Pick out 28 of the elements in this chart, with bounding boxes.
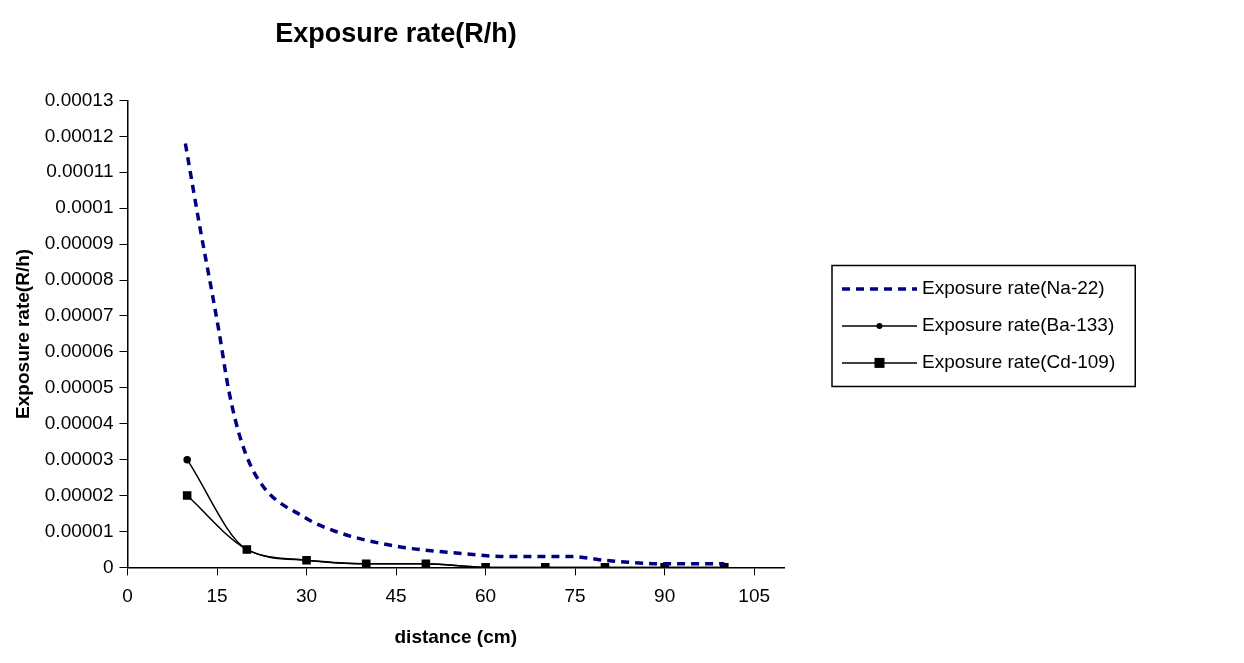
x-tick-label: 15 — [206, 585, 228, 607]
y-tick-label: 0.00006 — [44, 340, 114, 362]
x-tick-label: 105 — [738, 585, 771, 607]
x-tick-label: 0 — [122, 585, 133, 607]
y-tick-label: 0.00005 — [44, 376, 114, 398]
legend-label: Exposure rate(Cd-109) — [922, 351, 1116, 373]
y-tick-label: 0.00012 — [44, 124, 114, 146]
y-tick-label: 0.00009 — [44, 232, 114, 254]
x-tick-label: 60 — [475, 585, 497, 607]
x-tick-label: 75 — [564, 585, 586, 607]
legend-label: Exposure rate(Ba-133) — [922, 314, 1115, 336]
x-tick-label: 45 — [385, 585, 407, 607]
x-tick-label: 90 — [654, 585, 676, 607]
y-tick-label: 0.00004 — [44, 411, 114, 433]
y-tick-label: 0.00008 — [44, 268, 114, 290]
y-tick-label: 0.00002 — [44, 483, 114, 505]
x-tick-label: 30 — [295, 585, 318, 607]
x-axis-title: distance (cm) — [394, 625, 517, 647]
y-tick-label: 0.00007 — [44, 304, 114, 326]
legend-label: Exposure rate(Na-22) — [922, 277, 1105, 299]
chart-title: Exposure rate(R/h) — [275, 17, 517, 48]
y-tick-label: 0.0001 — [55, 196, 114, 218]
y-tick-label: 0.00001 — [44, 519, 114, 541]
y-axis-title: Exposure rate(R/h) — [11, 248, 33, 419]
y-tick-label: 0.00011 — [46, 160, 114, 182]
y-tick-label: 0 — [102, 555, 114, 577]
y-tick-label: 0.00003 — [44, 447, 114, 469]
y-tick-label: 0.00013 — [44, 88, 114, 110]
